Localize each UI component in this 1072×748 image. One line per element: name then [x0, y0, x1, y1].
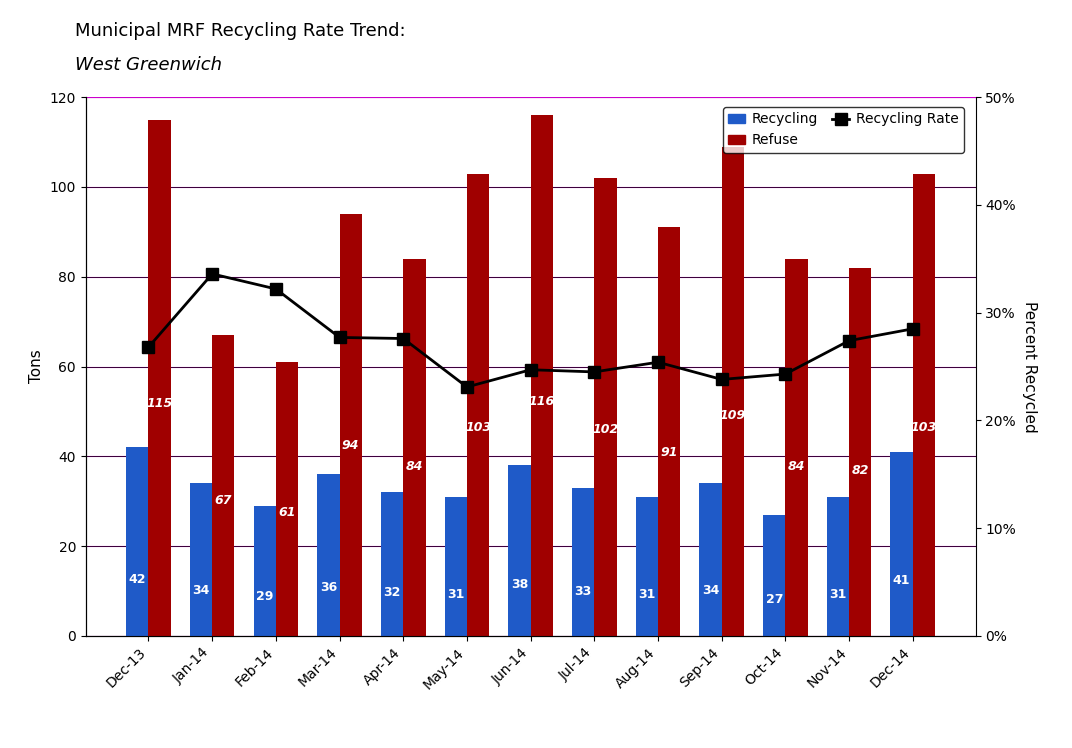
Bar [763, 515, 786, 636]
Recycling Rate [461, 382, 474, 391]
Bar [149, 120, 170, 636]
Recycling Rate [906, 325, 919, 334]
Bar [403, 259, 426, 636]
Y-axis label: Tons: Tons [29, 349, 44, 384]
Bar [658, 227, 681, 636]
Recycling Rate [587, 367, 600, 376]
Bar [381, 492, 403, 636]
Recycling Rate [333, 333, 346, 342]
Text: 38: 38 [511, 578, 528, 591]
Text: 34: 34 [192, 583, 210, 596]
Text: 33: 33 [575, 585, 592, 598]
Bar [912, 174, 935, 636]
Bar [849, 268, 872, 636]
Bar [699, 483, 721, 636]
Text: 61: 61 [279, 506, 296, 519]
Text: 94: 94 [342, 440, 359, 453]
Recycling Rate [715, 375, 728, 384]
Text: 36: 36 [319, 581, 337, 594]
Recycling Rate [843, 336, 855, 345]
Text: 29: 29 [256, 590, 273, 603]
Text: 31: 31 [638, 588, 656, 601]
Text: 102: 102 [593, 423, 619, 436]
Text: 115: 115 [147, 397, 173, 410]
Bar [636, 497, 658, 636]
Bar [254, 506, 276, 636]
Recycling Rate [269, 284, 282, 293]
Bar [508, 465, 531, 636]
Recycling Rate [206, 269, 219, 278]
Recycling Rate [397, 334, 410, 343]
Text: 91: 91 [660, 446, 678, 459]
Text: 103: 103 [465, 421, 491, 435]
Bar [276, 362, 298, 636]
Text: 109: 109 [719, 409, 746, 422]
Bar [445, 497, 467, 636]
Text: 84: 84 [405, 460, 423, 473]
Bar [786, 259, 807, 636]
Bar [467, 174, 489, 636]
Text: 116: 116 [528, 395, 555, 408]
Text: 32: 32 [384, 586, 401, 599]
Line: Recycling Rate: Recycling Rate [143, 269, 919, 393]
Text: 41: 41 [893, 574, 910, 587]
Bar [190, 483, 212, 636]
Bar [594, 178, 616, 636]
Text: 82: 82 [851, 464, 869, 476]
Text: 31: 31 [447, 588, 464, 601]
Y-axis label: Percent Recycled: Percent Recycled [1022, 301, 1037, 432]
Bar [572, 488, 594, 636]
Legend: Recycling, Refuse, Recycling Rate: Recycling, Refuse, Recycling Rate [723, 107, 964, 153]
Recycling Rate [779, 370, 792, 378]
Bar [340, 214, 362, 636]
Text: 31: 31 [830, 588, 847, 601]
Text: Municipal MRF Recycling Rate Trend:: Municipal MRF Recycling Rate Trend: [75, 22, 405, 40]
Text: 27: 27 [765, 593, 783, 606]
Recycling Rate [652, 358, 665, 367]
Recycling Rate [143, 343, 155, 352]
Bar [827, 497, 849, 636]
Bar [531, 115, 553, 636]
Bar [212, 335, 235, 636]
Text: West Greenwich: West Greenwich [75, 56, 222, 74]
Bar [721, 147, 744, 636]
Text: 103: 103 [911, 421, 937, 435]
Bar [891, 452, 912, 636]
Recycling Rate [524, 365, 537, 374]
Text: 67: 67 [214, 494, 232, 507]
Text: 84: 84 [788, 460, 805, 473]
Bar [317, 474, 340, 636]
Text: 42: 42 [129, 573, 146, 586]
Bar [126, 447, 149, 636]
Text: 34: 34 [702, 583, 719, 596]
